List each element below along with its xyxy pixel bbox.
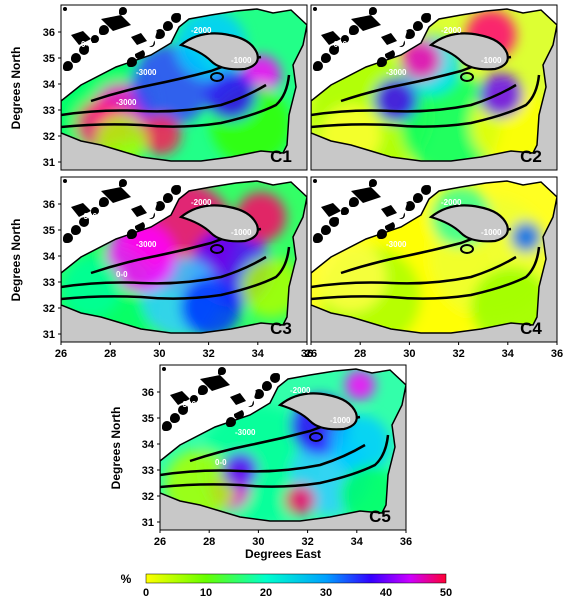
panel-label: C4 — [520, 319, 542, 338]
map-panel-c3: -2000 -3000 -1000 -3000 0-0 C3 31 32 33 34 35 36 26 2… — [43, 176, 313, 360]
x-tick-label: 32 — [202, 348, 214, 360]
y-tick-label: 31 — [142, 517, 154, 529]
contour-label: -1000 — [231, 56, 252, 65]
contour-label: -3000 — [81, 212, 102, 221]
colorbar-tick-label: 20 — [260, 587, 272, 599]
contour-label: -1000 — [231, 228, 252, 237]
contour-label: -3000 — [136, 68, 157, 77]
y-tick-label: 31 — [43, 329, 55, 341]
x-tick-label: 34 — [351, 536, 364, 548]
contour-label: 0-0 — [215, 458, 227, 467]
x-tick-label: 34 — [502, 348, 515, 360]
contour-label: 0-0 — [116, 270, 128, 279]
x-tick-label: 32 — [301, 536, 313, 548]
contour-label: -1000 — [330, 416, 351, 425]
contour-label: -000 — [331, 40, 348, 49]
x-tick-label: 34 — [252, 348, 265, 360]
colorbar-tick-label: 40 — [380, 587, 392, 599]
contour-label: -3000 — [235, 428, 256, 437]
x-tick-label: 28 — [104, 348, 116, 360]
contour-label: 0-0 — [81, 40, 93, 49]
contour-label: -3000 — [386, 68, 407, 77]
x-tick-label: 30 — [252, 536, 264, 548]
y-tick-label: 33 — [43, 105, 55, 117]
x-tick-label: 26 — [305, 348, 317, 360]
y-tick-label: 36 — [43, 27, 55, 39]
y-tick-label: 32 — [142, 491, 154, 503]
y-tick-label: 32 — [43, 131, 55, 143]
y-tick-label: 35 — [142, 413, 154, 425]
colorbar-tick-label: 10 — [200, 587, 212, 599]
y-tick-label: 34 — [142, 439, 155, 451]
contour-label: -2000 — [290, 386, 311, 395]
y-tick-label: 33 — [43, 277, 55, 289]
x-tick-label: 36 — [551, 348, 563, 360]
y-tick-label: 34 — [43, 251, 56, 263]
y-axis-label: Degrees North — [9, 47, 23, 130]
panel-label: C2 — [520, 147, 542, 166]
x-tick-label: 26 — [55, 348, 67, 360]
y-tick-label: 34 — [43, 79, 56, 91]
x-tick-label: 28 — [354, 348, 366, 360]
contour-label: -3000 — [116, 98, 137, 107]
colorbar: % 0 10 20 30 40 50 — [121, 572, 452, 599]
y-axis-label: Degrees North — [9, 219, 23, 302]
y-tick-label: 32 — [43, 303, 55, 315]
colorbar-unit: % — [121, 572, 132, 586]
colorbar-tick-label: 50 — [440, 587, 452, 599]
x-tick-label: 30 — [403, 348, 415, 360]
contour-label: -1000 — [481, 56, 502, 65]
x-tick-label: 36 — [400, 536, 412, 548]
y-tick-label: 36 — [43, 199, 55, 211]
y-tick-label: 35 — [43, 225, 55, 237]
y-tick-label: 35 — [43, 53, 55, 65]
contour-label: -2000 — [441, 198, 462, 207]
x-tick-label: 30 — [153, 348, 165, 360]
contour-label: -2000 — [441, 26, 462, 35]
x-axis-label: Degrees East — [245, 547, 321, 561]
contour-label: -2000 — [191, 198, 212, 207]
y-axis-label: Degrees North — [109, 407, 123, 490]
colorbar-tick-label: 30 — [320, 587, 332, 599]
y-tick-label: 31 — [43, 157, 55, 169]
panel-label: C5 — [369, 507, 391, 526]
y-tick-label: 36 — [142, 387, 154, 399]
map-panel-c2: -2000 -3000 -1000 -000 C2 — [310, 4, 558, 171]
x-tick-label: 36 — [301, 348, 313, 360]
x-tick-label: 28 — [203, 536, 215, 548]
contour-label: -1000 — [481, 228, 502, 237]
colorbar-tick-label: 0 — [143, 587, 149, 599]
y-tick-label: 33 — [142, 465, 154, 477]
map-panel-c5: -2000 -3000 -1000 -3000 0-0 C5 31 32 33 34 35 36 26 2… — [142, 364, 412, 548]
contour-label: -3000 — [180, 400, 201, 409]
map-panel-c1: -2000 -3000 -1000 0-0 -3000 C1 31 32 33 34 35 36 — [43, 4, 308, 171]
contour-label: -3000 — [136, 240, 157, 249]
contour-label: -2000 — [191, 26, 212, 35]
map-panel-c4: -2000 -3000 -1000 C4 26 28 30 32 34 36 — [305, 176, 563, 360]
x-tick-label: 32 — [452, 348, 464, 360]
panel-label: C1 — [270, 147, 292, 166]
panel-label: C3 — [270, 319, 292, 338]
x-tick-label: 26 — [154, 536, 166, 548]
contour-label: -3000 — [386, 240, 407, 249]
